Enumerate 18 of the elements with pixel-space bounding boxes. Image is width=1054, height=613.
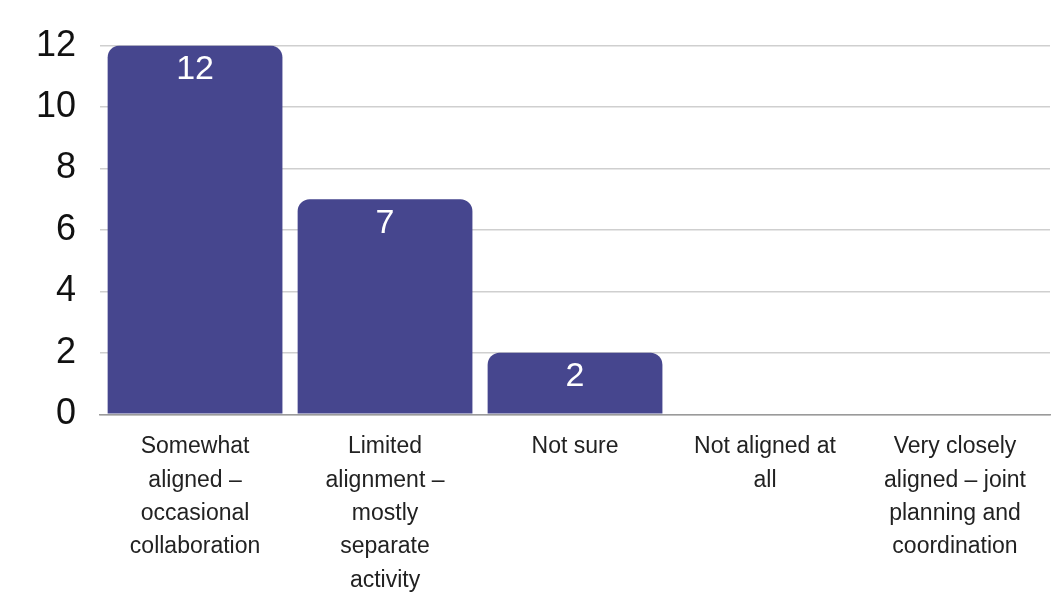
x-tick-label: Limited alignment – mostly separate activity: [325, 432, 445, 592]
bar: [107, 45, 283, 414]
y-tick-label: 4: [56, 268, 77, 310]
y-tick-label: 0: [56, 391, 77, 433]
data-label: 2: [565, 355, 585, 394]
data-label: 12: [176, 47, 214, 86]
y-tick-label: 6: [56, 206, 77, 248]
y-tick-label: 12: [36, 22, 77, 64]
bar: [487, 352, 663, 414]
bar: [297, 199, 473, 414]
x-tick-label: Not sure: [531, 432, 619, 459]
x-tick-label: Not aligned at all: [694, 432, 837, 492]
data-label: 7: [375, 201, 395, 240]
y-tick-label: 10: [36, 83, 77, 125]
y-tick-label: 2: [56, 329, 77, 371]
y-tick-label: 8: [56, 145, 77, 187]
x-tick-label: Very closely aligned – joint planning and coordination: [884, 432, 1027, 559]
x-tick-label: Somewhat aligned – occasional collaboration: [129, 432, 261, 559]
